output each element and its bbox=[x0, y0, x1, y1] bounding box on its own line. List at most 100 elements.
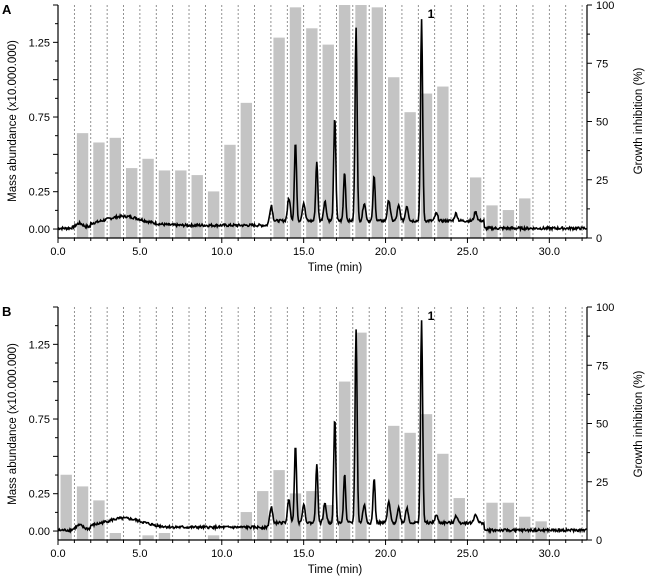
inhibition-bar bbox=[338, 5, 351, 238]
right-y-axis-title: Growth inhibition (%) bbox=[633, 67, 645, 174]
inhibition-bar bbox=[109, 533, 122, 540]
inhibition-bar bbox=[273, 37, 285, 239]
right-y-axis-title: Growth inhibition (%) bbox=[633, 370, 645, 477]
mass-abundance-trace bbox=[57, 19, 588, 233]
right-y-tick-label: 100 bbox=[596, 0, 614, 12]
inhibition-bar bbox=[388, 425, 400, 540]
x-tick-label: 20.0 bbox=[375, 246, 396, 258]
inhibition-bar bbox=[355, 5, 367, 238]
peak-label-1: 1 bbox=[428, 309, 435, 323]
inhibition-bar bbox=[93, 500, 105, 540]
right-y-tick-label: 75 bbox=[596, 58, 608, 70]
right-y-tick-label: 25 bbox=[596, 477, 608, 489]
inhibition-bar bbox=[289, 7, 302, 238]
x-axis-ticks: 0.0 5.0 10.0 15.0 20.0 25.0 30.0 bbox=[50, 238, 583, 258]
right-y-tick-label: 75 bbox=[596, 360, 608, 372]
left-y-tick-label: 0.25 bbox=[29, 187, 50, 199]
inhibition-bar bbox=[306, 491, 318, 540]
left-y-tick-label: 0.25 bbox=[29, 489, 50, 501]
right-y-tick-label: 100 bbox=[596, 302, 614, 314]
right-y-tick-label: 50 bbox=[596, 419, 608, 431]
x-tick-label: 20.0 bbox=[375, 548, 396, 560]
inhibition-bar bbox=[207, 535, 220, 540]
inhibition-bar bbox=[109, 137, 122, 238]
chart-panel-a: A 0.0 5.0 10.0 15.0 20.0 25.0 30.0 0.00 0.25 0.7… bbox=[2, 0, 645, 274]
inhibition-bar bbox=[191, 175, 203, 238]
x-axis-title: Time (min) bbox=[308, 262, 363, 274]
x-tick-label: 25.0 bbox=[457, 548, 478, 560]
inhibition-bar bbox=[175, 170, 187, 238]
x-tick-label: 30.0 bbox=[539, 246, 560, 258]
panel-letter-b: B bbox=[2, 304, 11, 319]
right-y-tick-label: 0 bbox=[596, 233, 602, 245]
right-y-tick-label: 25 bbox=[596, 175, 608, 187]
growth-inhibition-bars bbox=[60, 332, 547, 540]
right-y-axis-ticks: 0 25 50 75 100 bbox=[587, 302, 614, 547]
x-tick-label: 5.0 bbox=[132, 548, 147, 560]
left-y-axis-ticks: 0.00 0.25 0.75 1.25 bbox=[29, 306, 58, 538]
x-axis-ticks: 0.0 5.0 10.0 15.0 20.0 25.0 30.0 bbox=[50, 540, 583, 560]
left-y-tick-label: 0.75 bbox=[29, 112, 50, 124]
x-tick-label: 15.0 bbox=[293, 246, 314, 258]
inhibition-bar bbox=[437, 86, 449, 238]
inhibition-bar bbox=[273, 470, 285, 540]
x-tick-label: 0.0 bbox=[50, 548, 65, 560]
left-y-axis-ticks: 0.00 0.25 0.75 1.25 bbox=[29, 4, 58, 236]
inhibition-bar bbox=[502, 210, 515, 238]
inhibition-bar bbox=[224, 144, 236, 238]
inhibition-bar bbox=[240, 102, 253, 238]
x-tick-label: 25.0 bbox=[457, 246, 478, 258]
mass-abundance-trace bbox=[57, 320, 587, 535]
inhibition-bar bbox=[338, 381, 351, 540]
inhibition-bar bbox=[420, 93, 433, 238]
inhibition-bar bbox=[60, 474, 72, 540]
inhibition-bar bbox=[306, 28, 318, 238]
grid-lines bbox=[73, 5, 583, 238]
inhibition-bar bbox=[257, 491, 269, 540]
inhibition-bar bbox=[207, 191, 220, 238]
inhibition-bar bbox=[388, 77, 400, 238]
inhibition-bar bbox=[76, 133, 89, 238]
inhibition-bar bbox=[289, 493, 302, 540]
left-y-tick-label: 0.00 bbox=[29, 224, 50, 236]
x-tick-label: 5.0 bbox=[132, 246, 147, 258]
x-tick-label: 10.0 bbox=[211, 246, 232, 258]
inhibition-bar bbox=[322, 44, 334, 238]
inhibition-bar bbox=[469, 177, 482, 238]
x-tick-label: 30.0 bbox=[539, 548, 560, 560]
x-tick-label: 15.0 bbox=[293, 548, 314, 560]
left-y-tick-label: 0.75 bbox=[29, 414, 50, 426]
inhibition-bar bbox=[371, 7, 384, 238]
inhibition-bar bbox=[158, 533, 171, 540]
inhibition-bar bbox=[404, 112, 416, 238]
x-tick-label: 0.0 bbox=[50, 246, 65, 258]
right-y-axis-ticks: 0 25 50 75 100 bbox=[587, 0, 614, 245]
inhibition-bar bbox=[158, 170, 171, 238]
inhibition-bar bbox=[486, 502, 498, 540]
inhibition-bar bbox=[93, 142, 105, 238]
x-axis-title: Time (min) bbox=[308, 564, 363, 576]
left-y-tick-label: 0.00 bbox=[29, 526, 50, 538]
inhibition-bar bbox=[437, 453, 449, 540]
inhibition-bar bbox=[142, 158, 154, 238]
inhibition-bar bbox=[453, 498, 465, 540]
x-tick-label: 10.0 bbox=[211, 548, 232, 560]
left-y-tick-label: 1.25 bbox=[29, 37, 50, 49]
panel-letter-a: A bbox=[2, 2, 12, 17]
inhibition-bar bbox=[519, 198, 531, 238]
inhibition-bar bbox=[76, 486, 89, 540]
inhibition-bar bbox=[126, 168, 138, 238]
inhibition-bar bbox=[355, 332, 367, 540]
inhibition-bar bbox=[502, 502, 515, 540]
left-y-tick-label: 1.25 bbox=[29, 339, 50, 351]
growth-inhibition-bars bbox=[76, 5, 531, 239]
inhibition-bar bbox=[420, 414, 433, 540]
inhibition-bar bbox=[142, 535, 154, 540]
chart-panel-b: B 0.0 5.0 10.0 15.0 20.0 25.0 30.0 0.00 0.25 0.7… bbox=[2, 302, 645, 576]
grid-lines bbox=[73, 307, 583, 540]
left-y-axis-title: Mass abundance (x10.000.000) bbox=[7, 343, 19, 505]
peak-label-1: 1 bbox=[428, 7, 435, 21]
inhibition-bar bbox=[486, 205, 498, 238]
right-y-tick-label: 50 bbox=[596, 117, 608, 129]
